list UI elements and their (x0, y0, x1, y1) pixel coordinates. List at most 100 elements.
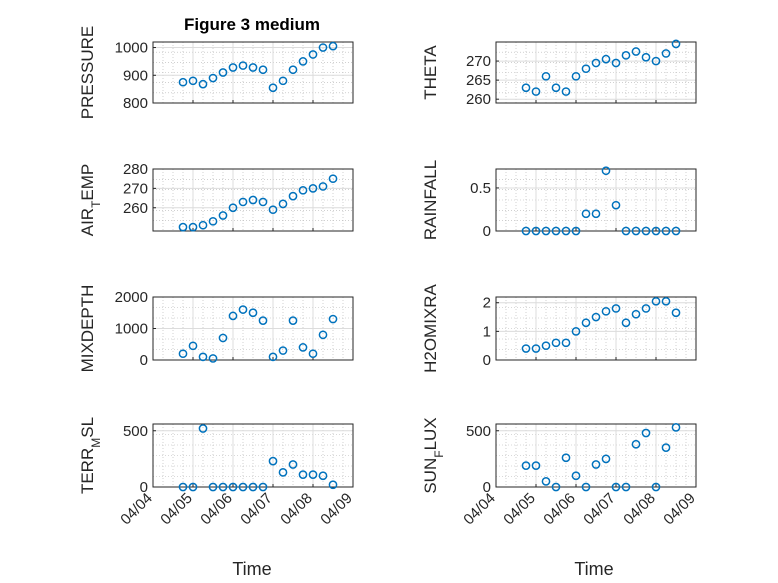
data-point (541, 477, 551, 486)
data-point (238, 305, 248, 314)
data-point (621, 482, 631, 492)
axes-box (495, 41, 697, 104)
y-tick-label: 270 (123, 180, 148, 197)
data-point (328, 480, 338, 490)
y-axis-label: AIRTEMP (78, 164, 103, 237)
data-point (268, 205, 278, 215)
subplot-h2omixra: 0 1 2 H2OMIXRA (421, 283, 697, 373)
data-point (178, 349, 188, 359)
y-tick-label: 260 (466, 91, 491, 108)
y-tick-label: 270 (466, 53, 491, 70)
data-point (318, 330, 328, 340)
axes-box (495, 296, 697, 361)
data-point (591, 58, 601, 68)
x-tick-label: 04/06 (197, 490, 236, 529)
data-point (248, 195, 258, 205)
axes-box (152, 168, 354, 232)
data-point (228, 482, 238, 492)
x-tick-label: 04/05 (500, 490, 539, 529)
data-point (318, 471, 328, 481)
data-point (178, 222, 188, 232)
data-point (188, 341, 198, 351)
data-point (308, 184, 318, 193)
data-point (208, 354, 218, 363)
axes-box (152, 41, 354, 104)
y-axis-label: MIXDEPTH (78, 285, 97, 373)
data-point (248, 308, 258, 318)
data-point (541, 226, 551, 236)
y-tick-label: 1 (483, 323, 491, 340)
y-tick-label: 500 (466, 423, 491, 440)
subplot-rainfall: 0 0.5 RAINFALL (421, 160, 697, 240)
subplot-terr-msl: 0 500 04/04 04/05 04/06 04/07 04/08 04/09 TERRMS… (78, 417, 356, 528)
x-tick-label: 04/06 (540, 490, 579, 529)
x-tick-label: 04/08 (277, 490, 316, 529)
data-point (601, 54, 611, 64)
data-point (541, 71, 551, 81)
data-point (298, 343, 308, 352)
axes-box (495, 423, 697, 488)
data-point (298, 57, 308, 66)
data-point (601, 454, 611, 464)
data-point (671, 39, 681, 49)
x-tick-label: 04/07 (237, 490, 276, 529)
data-point (601, 306, 611, 316)
subplot-pressure: 800 900 1000 PRESSURE (78, 26, 354, 119)
data-point (661, 296, 671, 306)
data-point (621, 226, 631, 236)
data-point (298, 470, 308, 479)
data-point (641, 52, 651, 62)
y-tick-label: 0 (140, 352, 148, 369)
y-axis-label: RAINFALL (421, 160, 440, 240)
y-tick-label: 500 (123, 423, 148, 440)
data-point (521, 344, 531, 353)
y-tick-label: 265 (466, 72, 491, 89)
data-point (521, 226, 531, 236)
data-point (328, 314, 338, 324)
data-point (178, 482, 188, 492)
data-point (248, 482, 258, 492)
y-tick-label: 280 (123, 161, 148, 178)
data-point (631, 226, 641, 236)
subplot-sun-flux: 0 500 04/04 04/05 04/06 04/07 04/08 04/09 SUNFLU… (421, 417, 699, 528)
data-point (641, 226, 651, 236)
data-point (218, 333, 228, 343)
data-point (571, 71, 581, 81)
data-point (551, 338, 561, 348)
axes-box (495, 168, 697, 232)
data-point (641, 428, 651, 438)
data-point (328, 41, 338, 51)
x-axis-label-right: Time (574, 559, 613, 579)
data-point (571, 327, 581, 336)
data-point (581, 64, 591, 74)
y-axis-label: THETA (421, 45, 440, 100)
data-point (258, 197, 268, 207)
y-tick-label: 900 (123, 67, 148, 84)
subplot-air-temp: 260 270 280 AIRTEMP (78, 161, 354, 237)
y-tick-label: 2000 (115, 289, 148, 306)
data-point (288, 460, 298, 469)
data-point (621, 318, 631, 328)
data-point (268, 456, 278, 466)
data-point (521, 83, 531, 93)
data-point (591, 312, 601, 322)
data-point (278, 199, 288, 209)
data-point (278, 346, 288, 355)
data-point (591, 209, 601, 219)
data-point (661, 226, 671, 236)
data-point (611, 58, 621, 68)
data-point (308, 470, 318, 479)
data-point (198, 79, 208, 89)
x-tick-label: 04/09 (660, 490, 699, 529)
y-axis-label: H2OMIXRA (421, 283, 440, 372)
data-point (198, 424, 208, 433)
data-point (228, 203, 238, 213)
y-tick-label: 0 (483, 352, 491, 369)
data-point (551, 226, 561, 236)
data-point (268, 83, 278, 93)
data-point (621, 50, 631, 60)
data-point (561, 226, 571, 236)
data-point (651, 296, 661, 306)
y-tick-label: 2 (483, 295, 491, 312)
data-point (208, 482, 218, 492)
